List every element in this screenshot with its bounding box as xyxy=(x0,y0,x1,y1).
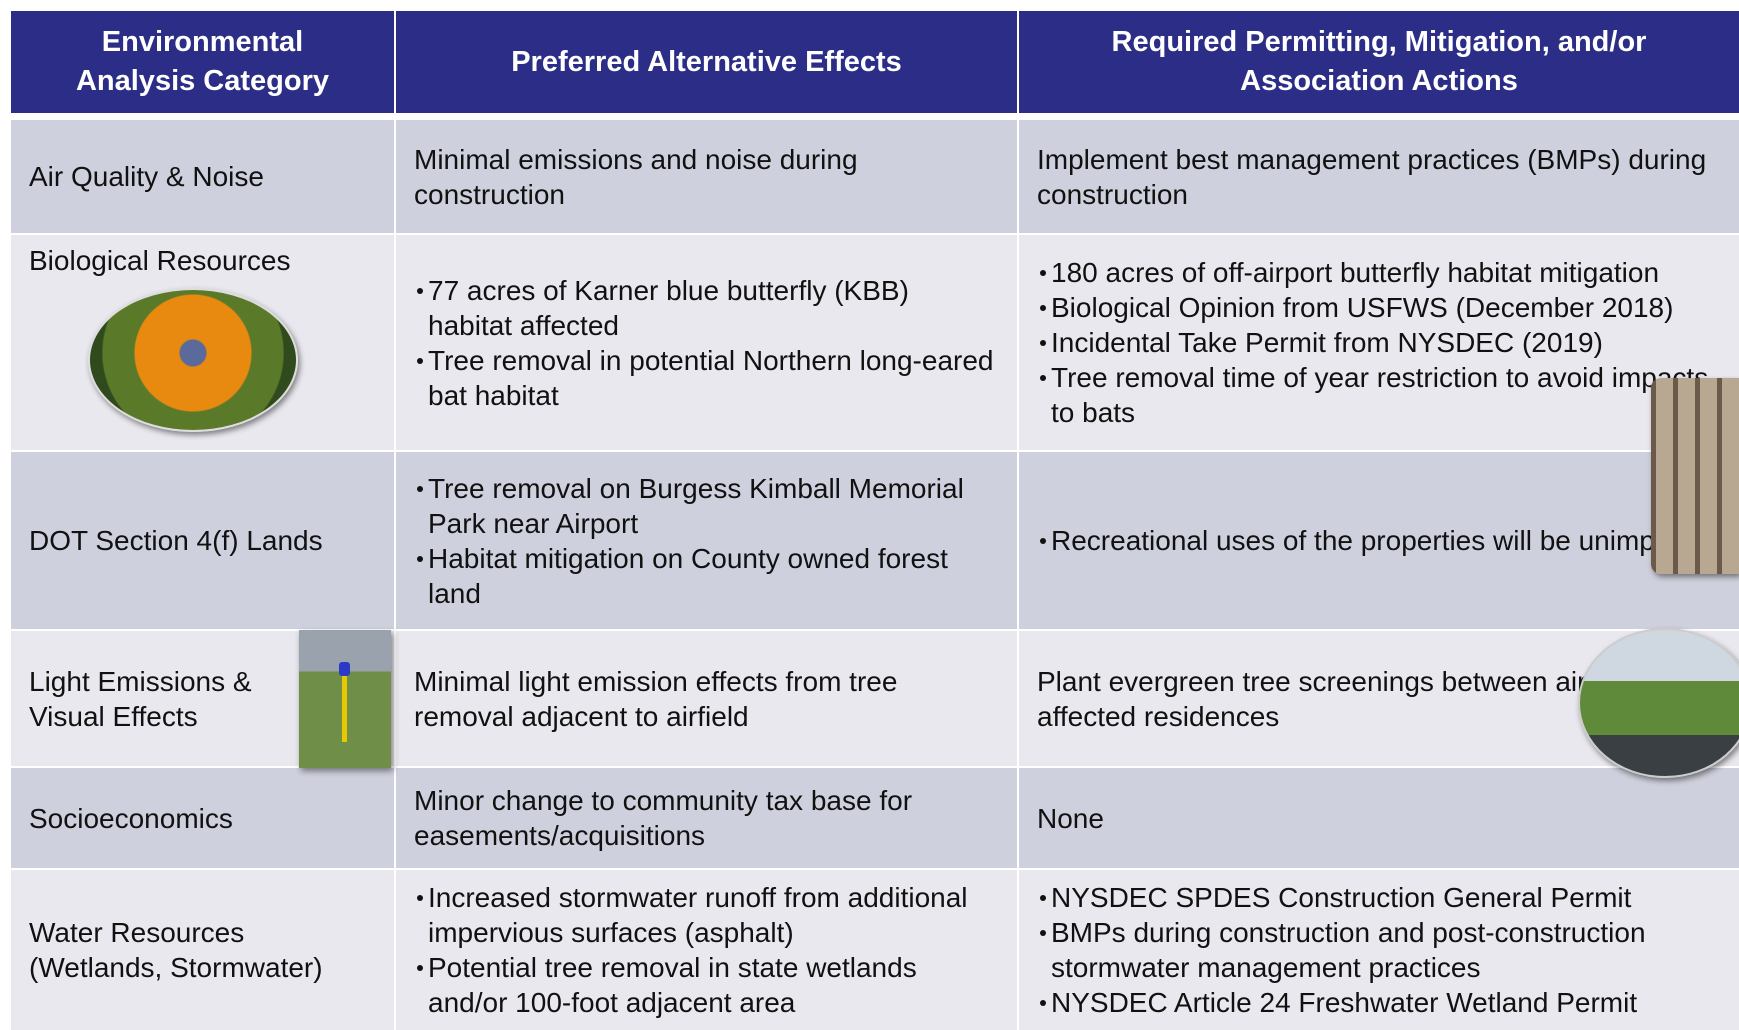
table-cell: NYSDEC SPDES Construction General Permit… xyxy=(1019,870,1739,1030)
header-text: Required Permitting, Mitigation, and/or … xyxy=(1111,26,1647,97)
bullet-item: Recreational uses of the properties will… xyxy=(1039,525,1718,556)
cell-text: None xyxy=(1037,802,1104,834)
table-cell: Tree removal on Burgess Kimball Memorial… xyxy=(396,452,1017,629)
table-cell: 77 acres of Karner blue butterfly (KBB) … xyxy=(396,235,1017,450)
bullet-item: NYSDEC Article 24 Freshwater Wetland Per… xyxy=(1040,985,1721,1020)
bullet-item: BMPs during construction and post-constr… xyxy=(1040,915,1721,985)
bullet-item: Biological Opinion from USFWS (December … xyxy=(1040,290,1721,325)
cell-text: Water Resources (Wetlands, Stormwater) xyxy=(29,917,323,983)
header-text: Environmental Analysis Category xyxy=(75,26,330,97)
bullet-item: NYSDEC SPDES Construction General Permit xyxy=(1040,880,1721,915)
cell-text: Minor change to community tax base for e… xyxy=(414,785,913,851)
bullet-list: Tree removal on Burgess Kimball Memorial… xyxy=(414,471,999,611)
table-cell: Water Resources (Wetlands, Stormwater) xyxy=(11,870,394,1030)
table-cell: Increased stormwater runoff from additio… xyxy=(396,870,1017,1030)
bullet-item: 77 acres of Karner blue butterfly (KBB) … xyxy=(417,273,999,343)
forest-photo xyxy=(1651,378,1739,574)
bullet-item: Tree removal in potential Northern long-… xyxy=(417,343,999,413)
table-cell: Recreational uses of the properties will… xyxy=(1019,452,1739,629)
header-cell: Required Permitting, Mitigation, and/or … xyxy=(1019,11,1739,113)
table-cell: Socioeconomics xyxy=(11,768,394,868)
header-cell: Preferred Alternative Effects xyxy=(396,11,1017,113)
bullet-item: Increased stormwater runoff from additio… xyxy=(417,880,999,950)
table-cell: DOT Section 4(f) Lands xyxy=(11,452,394,629)
bullet-item: Habitat mitigation on County owned fores… xyxy=(417,541,999,611)
table-cell: Implement best management practices (BMP… xyxy=(1019,120,1739,233)
cell-text: Minimal light emission effects from tree… xyxy=(414,665,898,732)
table-cell: None xyxy=(1019,768,1739,868)
bullet-list: Recreational uses of the properties will… xyxy=(1037,523,1717,558)
header-text: Preferred Alternative Effects xyxy=(511,45,902,78)
table-cell: Minor change to community tax base for e… xyxy=(396,768,1017,868)
cell-text: Socioeconomics xyxy=(29,802,233,834)
table-cell: Minimal emissions and noise during const… xyxy=(396,120,1017,233)
header-cell: Environmental Analysis Category xyxy=(11,11,394,113)
table-cell: 180 acres of off-airport butterfly habit… xyxy=(1019,235,1739,450)
cell-text: Implement best management practices (BMP… xyxy=(1037,143,1707,210)
bullet-item: Tree removal time of year restriction to… xyxy=(1040,360,1721,430)
cell-text: Minimal emissions and noise during const… xyxy=(414,143,858,210)
bullet-item: Potential tree removal in state wetlands… xyxy=(417,950,999,1020)
bullet-item: Tree removal on Burgess Kimball Memorial… xyxy=(417,471,999,541)
tree-screen-photo xyxy=(1578,628,1739,778)
bullet-list: 180 acres of off-airport butterfly habit… xyxy=(1037,255,1721,430)
butterfly-photo xyxy=(88,288,298,432)
cell-text: Light Emissions & Visual Effects xyxy=(29,665,252,732)
bullet-item: Incidental Take Permit from NYSDEC (2019… xyxy=(1040,325,1721,360)
cell-text: Air Quality & Noise xyxy=(29,161,264,192)
bullet-list: NYSDEC SPDES Construction General Permit… xyxy=(1037,880,1721,1020)
bullet-item: 180 acres of off-airport butterfly habit… xyxy=(1040,255,1721,290)
cell-text: Biological Resources xyxy=(29,245,291,276)
bullet-list: Increased stormwater runoff from additio… xyxy=(414,880,999,1020)
table-cell: Minimal light emission effects from tree… xyxy=(396,631,1017,766)
bullet-list: 77 acres of Karner blue butterfly (KBB) … xyxy=(414,273,999,413)
table-cell: Air Quality & Noise xyxy=(11,120,394,233)
light-pole-photo xyxy=(299,630,391,768)
cell-text: DOT Section 4(f) Lands xyxy=(29,525,323,556)
